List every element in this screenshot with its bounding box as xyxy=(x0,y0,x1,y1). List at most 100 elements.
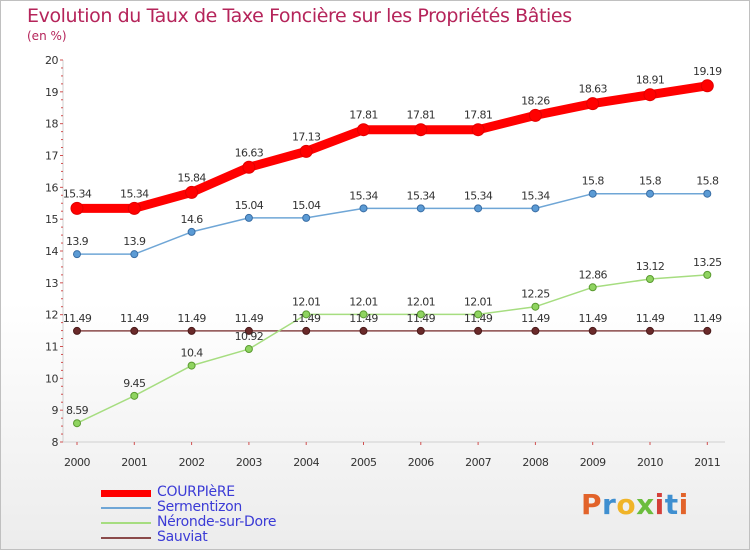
logo-letter: t xyxy=(664,488,679,521)
data-point xyxy=(244,213,253,222)
legend-label: Néronde-sur-Dore xyxy=(157,514,277,530)
data-label: 17.81 xyxy=(464,109,493,122)
proxiti-logo: Proxiti xyxy=(581,488,689,521)
data-point xyxy=(302,213,311,222)
series-line xyxy=(72,81,712,213)
legend-swatch xyxy=(101,522,151,524)
data-label: 13.9 xyxy=(66,235,89,248)
x-tick-label: 2009 xyxy=(580,456,606,469)
data-point xyxy=(130,391,139,400)
data-point xyxy=(703,326,712,335)
data-point xyxy=(416,204,425,213)
y-tick-label: 18 xyxy=(45,118,58,131)
data-point xyxy=(531,302,540,311)
data-label: 16.63 xyxy=(235,146,264,159)
data-label: 18.26 xyxy=(521,94,550,107)
y-tick-label: 10 xyxy=(45,372,58,385)
x-tick-label: 2010 xyxy=(637,456,663,469)
data-point xyxy=(528,108,542,122)
data-point xyxy=(185,185,199,199)
data-label: 15.34 xyxy=(120,187,149,200)
y-tick-label: 13 xyxy=(45,277,58,290)
data-point xyxy=(700,79,714,93)
logo-letter: i xyxy=(678,488,689,521)
data-point xyxy=(586,97,600,111)
data-label: 12.01 xyxy=(407,295,436,308)
data-point xyxy=(70,201,84,215)
data-point xyxy=(416,326,425,335)
data-label: 10.92 xyxy=(235,330,264,343)
y-tick-label: 11 xyxy=(45,341,58,354)
data-label: 15.8 xyxy=(696,175,719,188)
legend-swatch xyxy=(101,490,151,497)
data-label: 15.8 xyxy=(639,175,662,188)
data-label: 11.49 xyxy=(120,312,149,325)
x-tick-label: 2005 xyxy=(351,456,377,469)
series-neronde-sur-dore xyxy=(73,270,712,428)
data-point xyxy=(471,123,485,137)
y-axis-unit-label: (en %) xyxy=(27,29,67,43)
series-line xyxy=(76,274,709,424)
data-point xyxy=(130,326,139,335)
series-line xyxy=(76,192,709,255)
data-label: 15.04 xyxy=(292,199,321,212)
data-point xyxy=(187,361,196,370)
data-label: 11.49 xyxy=(349,312,378,325)
data-label: 11.49 xyxy=(636,312,665,325)
legend-label: Sauviat xyxy=(157,529,208,545)
series-courpiere xyxy=(70,79,714,215)
data-point xyxy=(299,144,313,158)
data-label: 17.81 xyxy=(349,109,378,122)
data-label: 12.25 xyxy=(521,288,550,301)
data-point xyxy=(588,189,597,198)
logo-letter: r xyxy=(602,488,617,521)
data-label: 18.91 xyxy=(636,74,665,87)
data-point xyxy=(416,310,425,319)
data-label: 11.49 xyxy=(235,312,264,325)
data-label: 11.49 xyxy=(464,312,493,325)
data-point xyxy=(73,419,81,428)
x-tick-label: 2007 xyxy=(465,456,491,469)
logo-letter: P xyxy=(581,488,603,521)
data-point xyxy=(646,275,654,284)
data-point xyxy=(703,270,712,279)
data-label: 11.49 xyxy=(292,312,321,325)
y-tick-label: 19 xyxy=(45,86,58,99)
data-label: 11.49 xyxy=(521,312,550,325)
data-label: 15.84 xyxy=(177,171,206,184)
data-point xyxy=(646,189,654,198)
y-tick-label: 17 xyxy=(45,150,58,163)
data-point xyxy=(359,326,368,335)
data-label: 10.4 xyxy=(181,347,204,360)
data-label: 15.34 xyxy=(521,189,550,202)
data-label: 8.59 xyxy=(66,404,89,417)
data-label: 19.19 xyxy=(693,65,722,78)
legend-item: COURPIèRE xyxy=(101,485,361,500)
data-point xyxy=(302,326,311,335)
data-label: 12.01 xyxy=(349,295,378,308)
x-tick-label: 2001 xyxy=(121,456,147,469)
legend-item: Sermentizon xyxy=(101,500,361,515)
x-tick-label: 2004 xyxy=(293,456,319,469)
data-point xyxy=(588,283,597,292)
x-tick-label: 2002 xyxy=(179,456,205,469)
data-point xyxy=(414,123,428,137)
x-tick-label: 2008 xyxy=(522,456,548,469)
y-tick-label: 14 xyxy=(45,245,58,258)
legend-swatch xyxy=(101,507,151,509)
x-tick-label: 2003 xyxy=(236,456,262,469)
legend-label: Sermentizon xyxy=(157,499,242,515)
data-label: 13.9 xyxy=(123,235,146,248)
data-label: 15.34 xyxy=(407,189,436,202)
data-point xyxy=(244,345,253,354)
legend-swatch xyxy=(101,537,151,539)
data-label: 14.6 xyxy=(181,213,204,226)
data-point xyxy=(127,201,141,215)
data-label: 18.63 xyxy=(578,83,607,96)
y-tick-label: 9 xyxy=(52,404,59,417)
data-label: 11.49 xyxy=(177,312,206,325)
legend-item: Néronde-sur-Dore xyxy=(101,515,361,530)
legend-item: Sauviat xyxy=(101,530,361,545)
data-point xyxy=(187,326,196,335)
